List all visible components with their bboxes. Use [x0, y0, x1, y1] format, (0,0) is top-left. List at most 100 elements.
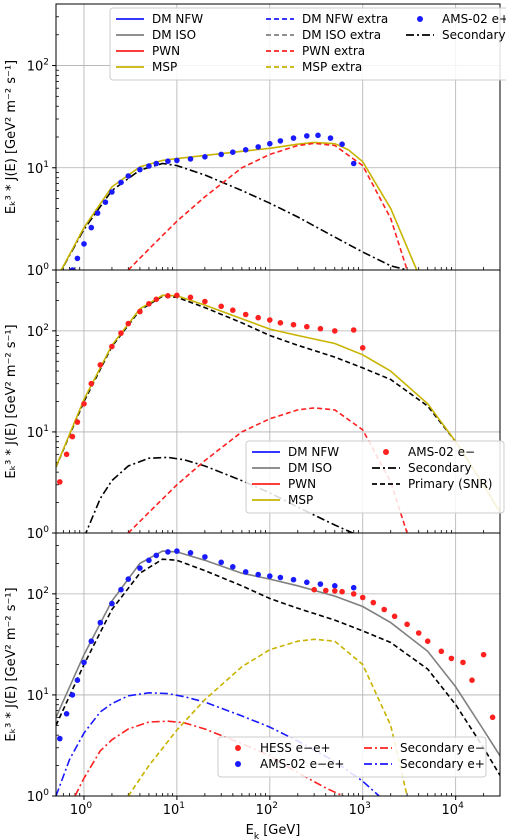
- data-point: [118, 586, 124, 593]
- legend-label: AMS-02 e−e+: [260, 757, 344, 771]
- data-point: [153, 160, 160, 167]
- data-point: [202, 554, 208, 560]
- data-point: [230, 307, 236, 314]
- legend-label: MSP: [152, 60, 177, 74]
- x-axis-label: Ek [GeV]: [246, 823, 301, 840]
- data-point: [315, 132, 321, 139]
- data-point: [370, 599, 377, 606]
- legend-label: DM NFW: [152, 12, 203, 26]
- series-line: [56, 294, 500, 513]
- data-point: [109, 189, 115, 195]
- legend-box: [217, 736, 487, 778]
- legend-item: DM ISO: [116, 28, 196, 42]
- legend-bottom: HESS e−e+ AMS-02 e−e+ Secondary e− Secondar…: [217, 736, 487, 778]
- data-point: [304, 323, 310, 330]
- data-point: [137, 166, 143, 173]
- legend-item: Primary (SNR): [372, 477, 492, 491]
- legend-label: DM ISO: [288, 461, 332, 475]
- data-point: [146, 301, 152, 307]
- data-point: [242, 311, 249, 318]
- legend-label: Secondary e+: [400, 757, 485, 771]
- data-point: [69, 433, 76, 440]
- x-tick-label: 101: [163, 801, 185, 818]
- data-point: [290, 135, 297, 141]
- data-point: [230, 564, 236, 570]
- data-point: [332, 328, 338, 334]
- data-point: [277, 574, 284, 581]
- data-point: [125, 320, 132, 327]
- data-point: [74, 677, 81, 683]
- legend-item: MSP: [116, 60, 177, 74]
- data-point: [88, 638, 95, 644]
- data-point: [137, 308, 143, 315]
- data-point: [242, 569, 249, 575]
- legend-label: PWN: [152, 44, 180, 58]
- legend-label: MSP: [288, 493, 313, 507]
- legend-label: HESS e−e+: [260, 741, 331, 755]
- data-point: [125, 173, 132, 179]
- legend-item: Secondary e−: [364, 741, 485, 755]
- data-point: [137, 565, 143, 571]
- data-point: [74, 255, 81, 262]
- panel-frame: [55, 532, 501, 797]
- data-point: [88, 380, 95, 387]
- legend-item: AMS-02 e+: [417, 12, 506, 26]
- legend-label: PWN: [288, 477, 316, 491]
- data-point: [218, 559, 224, 566]
- data-point: [109, 600, 115, 607]
- data-point: [359, 345, 366, 351]
- panel-middle: 100 101 102 Eₖ³ * J(E) [GeV² m⁻² s⁻¹] DM NFW…: [4, 269, 505, 542]
- data-point: [448, 655, 455, 662]
- data-point: [74, 419, 81, 425]
- panel-bottom: 100 101 102 100 101 102 103 104 Eₖ³ * J(E) [GeV²…: [4, 532, 501, 818]
- data-point: [174, 548, 180, 554]
- data-point: [69, 267, 76, 270]
- legend-item: HESS e−e+: [235, 741, 331, 755]
- data-point: [332, 588, 338, 594]
- plot-area-top: [60, 132, 418, 270]
- data-point: [255, 314, 261, 321]
- legend-marker: [235, 761, 241, 767]
- x-tick-label: 104: [442, 801, 465, 818]
- y-tick-label: 100: [27, 525, 50, 542]
- legend-item: MSP extra: [266, 60, 362, 74]
- legend-marker: [235, 745, 241, 751]
- legend-box: [109, 7, 506, 81]
- data-point: [404, 621, 410, 628]
- legend-label: Secondary: [408, 461, 472, 475]
- data-point: [146, 163, 152, 169]
- data-point: [277, 320, 284, 326]
- data-point: [277, 138, 284, 144]
- y-tick-label: 100: [27, 788, 50, 805]
- data-point: [202, 154, 208, 160]
- data-point: [218, 151, 224, 158]
- legend-item: DM NFW: [116, 12, 203, 26]
- data-point: [350, 327, 357, 333]
- x-tick-label: 103: [349, 801, 371, 818]
- data-point: [381, 606, 388, 613]
- y-tick-label: 101: [27, 424, 49, 441]
- data-point: [415, 630, 422, 636]
- data-point: [94, 210, 101, 216]
- legend-label: DM NFW: [288, 445, 339, 459]
- data-point: [187, 550, 194, 556]
- data-point: [323, 587, 329, 594]
- x-tick-label: 100: [70, 801, 93, 818]
- data-point: [81, 241, 87, 247]
- data-point: [202, 298, 208, 305]
- data-point: [187, 294, 194, 301]
- data-point: [332, 583, 338, 589]
- data-point: [118, 330, 124, 336]
- series-line: [56, 550, 500, 757]
- data-point: [165, 158, 171, 164]
- data-point: [97, 619, 104, 626]
- legend-item: MSP: [252, 493, 313, 507]
- legend-label: MSP extra: [302, 60, 362, 74]
- series-line: [60, 162, 408, 270]
- data-point: [480, 651, 487, 658]
- y-tick-label: 101: [27, 160, 49, 177]
- data-point: [304, 579, 310, 586]
- data-point: [118, 179, 124, 186]
- data-point: [290, 576, 297, 583]
- data-point: [424, 638, 431, 644]
